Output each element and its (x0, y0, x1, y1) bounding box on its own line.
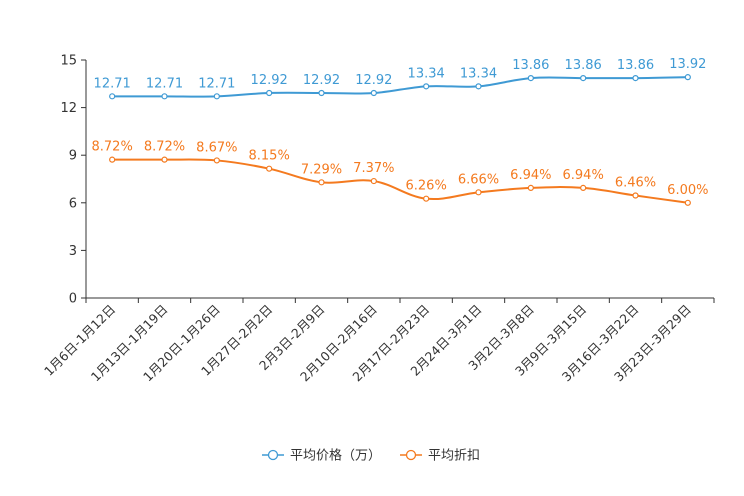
data-point[interactable] (370, 177, 377, 185)
data-label: 6.46% (615, 176, 656, 191)
axes: 036912151月6日-1月12日1月13日-1月19日1月20日-1月26日… (41, 54, 715, 384)
data-point[interactable] (161, 93, 168, 100)
data-label: 6.26% (406, 179, 447, 194)
data-point[interactable] (684, 199, 691, 206)
data-point[interactable] (370, 89, 377, 97)
data-label: 13.86 (512, 58, 549, 73)
series-line-1 (112, 158, 688, 204)
data-point[interactable] (684, 74, 691, 81)
data-point[interactable] (423, 83, 430, 90)
data-label: 6.00% (667, 183, 708, 198)
data-point[interactable] (213, 157, 220, 164)
data-point[interactable] (266, 89, 273, 97)
data-label: 12.71 (146, 76, 183, 91)
data-label: 8.72% (144, 140, 185, 155)
data-label: 7.37% (353, 161, 394, 176)
data-point[interactable] (580, 184, 587, 191)
y-tick-label: 9 (69, 149, 77, 164)
data-label: 8.72% (92, 140, 133, 155)
legend-label: 平均价格（万） (290, 448, 381, 464)
data-point[interactable] (109, 93, 116, 100)
data-point[interactable] (632, 192, 639, 199)
data-point[interactable] (161, 156, 168, 163)
data-label: 12.92 (355, 73, 392, 88)
data-point[interactable] (318, 179, 325, 186)
y-tick-label: 3 (69, 244, 77, 259)
data-label: 6.94% (563, 168, 604, 183)
data-point[interactable] (475, 189, 482, 196)
data-label: 13.92 (669, 57, 706, 72)
data-label: 8.67% (196, 140, 237, 155)
data-point[interactable] (527, 74, 534, 82)
legend-item-1[interactable]: 平均折扣 (400, 449, 480, 464)
y-tick-label: 6 (69, 196, 77, 211)
data-label: 12.92 (251, 73, 288, 88)
y-tick-label: 12 (60, 101, 77, 116)
data-label: 13.86 (565, 58, 602, 73)
data-label: 12.71 (94, 76, 131, 91)
legend-marker (267, 449, 279, 461)
data-label: 12.71 (198, 76, 235, 91)
data-point[interactable] (109, 156, 116, 163)
data-point[interactable] (632, 74, 639, 82)
legend-label: 平均折扣 (428, 449, 480, 464)
data-labels: 12.71 12.71 12.71 12.92 12.92 12.92 13.34 13.34… (92, 57, 709, 198)
y-tick-label: 15 (60, 54, 77, 69)
data-point[interactable] (266, 165, 273, 172)
legend[interactable]: 平均价格（万） 平均折扣 (262, 448, 480, 464)
data-point[interactable] (580, 74, 587, 82)
data-label: 6.66% (458, 172, 499, 187)
data-label: 12.92 (303, 73, 340, 88)
data-point[interactable] (527, 184, 534, 191)
data-point[interactable] (423, 195, 430, 202)
data-point[interactable] (475, 83, 482, 90)
data-label: 6.94% (510, 168, 551, 183)
legend-item-0[interactable]: 平均价格（万） (262, 448, 381, 464)
data-label: 8.15% (249, 149, 290, 164)
data-label: 13.34 (460, 66, 497, 81)
data-point[interactable] (318, 89, 325, 97)
series-layer (109, 74, 691, 206)
data-label: 7.29% (301, 162, 342, 177)
data-point[interactable] (213, 93, 220, 100)
series-line-0 (112, 76, 688, 98)
data-label: 13.86 (617, 58, 654, 73)
y-tick-label: 0 (69, 292, 77, 307)
legend-marker (405, 449, 417, 461)
data-label: 13.34 (408, 66, 445, 81)
